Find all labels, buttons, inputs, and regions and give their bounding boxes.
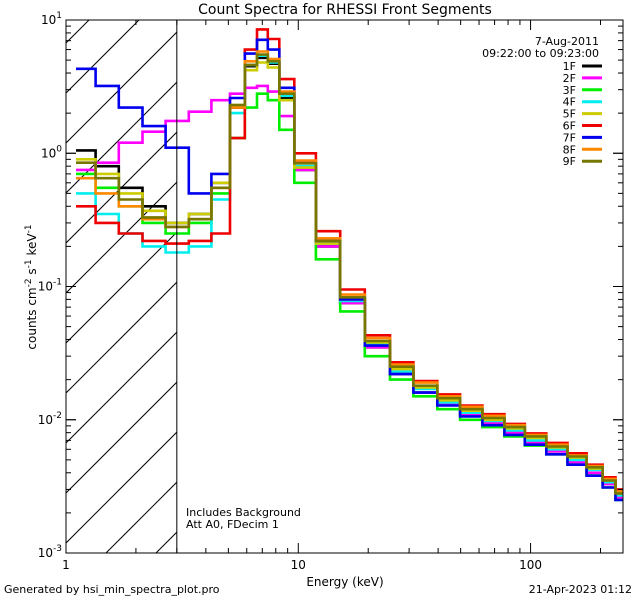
plot-frame xyxy=(65,19,624,554)
y-tick-label: 100 xyxy=(41,144,62,160)
hatch-line xyxy=(66,381,177,494)
excluded-region-hatch xyxy=(66,20,177,553)
y-tick-label: 10-2 xyxy=(38,411,62,427)
axis-ticks xyxy=(65,19,623,554)
legend-label-1F: 1F xyxy=(563,60,576,73)
y-label-sup2: -1 xyxy=(24,259,34,268)
hatch-line xyxy=(66,431,177,544)
legend-label-9F: 9F xyxy=(563,155,576,168)
y-label-sup3: -1 xyxy=(24,224,34,233)
footer-timestamp: 21-Apr-2023 01:12 xyxy=(528,583,632,596)
x-tick-label: 100 xyxy=(519,558,542,572)
legend-label-7F: 7F xyxy=(563,131,576,144)
hatch-line xyxy=(66,281,177,394)
x-tick-label: 1 xyxy=(62,558,70,572)
x-tick-label: 10 xyxy=(291,558,306,572)
legend-label-8F: 8F xyxy=(563,143,576,156)
series-7F-line xyxy=(76,38,623,502)
y-tick-label: 10-1 xyxy=(38,278,62,294)
legend-label-4F: 4F xyxy=(563,96,576,109)
y-label-main: counts cm xyxy=(25,287,39,349)
hatch-line xyxy=(66,31,177,144)
series-8F-line xyxy=(76,50,623,493)
series-1F-line xyxy=(76,56,623,499)
legend-label-6F: 6F xyxy=(563,120,576,133)
hatch-line xyxy=(105,481,177,553)
y-label-mid: s xyxy=(25,268,39,278)
time-range-label: 09:22:00 to 09:23:00 xyxy=(482,47,599,60)
y-tick-label: 101 xyxy=(41,11,62,27)
series-6F-line xyxy=(76,28,623,491)
y-tick-label: 10-3 xyxy=(38,544,62,560)
y-label-sup1: -2 xyxy=(24,278,34,287)
chart-title: Count Spectra for RHESSI Front Segments xyxy=(198,2,492,18)
legend-label-2F: 2F xyxy=(563,72,576,85)
hatch-line xyxy=(66,231,177,344)
y-label-end: keV xyxy=(25,233,39,260)
footer-generated-by: Generated by hsi_min_spectra_plot.pro xyxy=(4,583,220,596)
date-label: 7-Aug-2011 xyxy=(535,35,599,48)
legend-label-5F: 5F xyxy=(563,108,576,121)
y-axis-label: counts cm-2 s-1 keV-1 xyxy=(24,224,39,349)
legend-label-3F: 3F xyxy=(563,84,576,97)
annotation-line-2: Att A0, FDecim 1 xyxy=(186,518,279,531)
series-layer xyxy=(76,28,623,502)
series-9F-line xyxy=(76,53,623,495)
series-4F-line xyxy=(76,54,623,497)
hatch-line xyxy=(66,81,177,194)
x-axis-label: Energy (keV) xyxy=(306,575,383,589)
tick-labels: 1 10 100 101 100 10-1 10-2 10-3 xyxy=(38,11,542,572)
annotation-line-1: Includes Background xyxy=(186,506,301,519)
